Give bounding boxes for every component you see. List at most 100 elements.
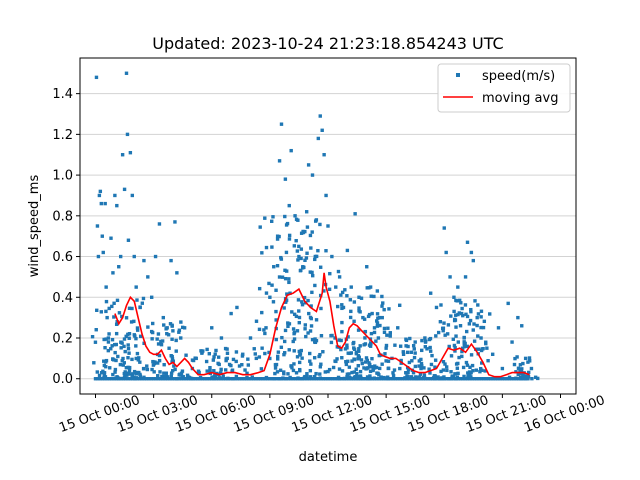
- scatter-point: [318, 352, 322, 357]
- scatter-point: [137, 356, 141, 360]
- scatter-point: [165, 377, 170, 381]
- scatter-point: [526, 374, 530, 378]
- scatter-point: [500, 366, 505, 371]
- scatter-point: [298, 377, 302, 381]
- scatter-point: [109, 236, 113, 240]
- scatter-point: [374, 365, 379, 370]
- scatter-point: [246, 363, 251, 367]
- scatter-point: [465, 363, 470, 367]
- scatter-point: [442, 321, 446, 325]
- y-axis-label: wind_speed_ms: [27, 175, 42, 278]
- scatter-point: [356, 328, 361, 332]
- scatter-point: [430, 377, 435, 381]
- scatter-point: [345, 248, 350, 253]
- scatter-point: [275, 377, 279, 381]
- scatter-point: [161, 315, 166, 320]
- scatter-point: [370, 377, 374, 381]
- scatter-point: [398, 303, 402, 307]
- scatter-point: [213, 352, 217, 356]
- scatter-point: [278, 368, 283, 372]
- scatter-point: [179, 320, 183, 324]
- scatter-point: [382, 377, 386, 381]
- scatter-point: [359, 296, 364, 300]
- scatter-point: [99, 310, 104, 314]
- scatter-point: [126, 343, 130, 347]
- scatter-point: [430, 353, 434, 358]
- scatter-point: [102, 359, 106, 363]
- scatter-point: [354, 367, 358, 371]
- scatter-point: [106, 348, 111, 353]
- scatter-point: [121, 356, 125, 361]
- scatter-point: [303, 327, 307, 331]
- scatter-point: [293, 377, 298, 381]
- scatter-point: [387, 307, 391, 311]
- scatter-point: [92, 361, 96, 365]
- scatter-point: [112, 358, 116, 362]
- scatter-point: [509, 377, 514, 381]
- scatter-point: [342, 377, 346, 381]
- scatter-point: [372, 377, 377, 381]
- scatter-point: [324, 193, 328, 198]
- scatter-point: [453, 349, 457, 353]
- scatter-point: [480, 361, 484, 365]
- scatter-point: [270, 219, 274, 223]
- scatter-point: [149, 377, 153, 381]
- scatter-point: [151, 359, 155, 364]
- scatter-point: [105, 315, 109, 320]
- scatter-point: [423, 340, 428, 344]
- scatter-point: [234, 359, 238, 364]
- scatter-point: [304, 256, 309, 260]
- scatter-point: [246, 357, 250, 361]
- scatter-point: [307, 377, 312, 381]
- scatter-point: [149, 295, 154, 299]
- scatter-point: [156, 374, 160, 378]
- y-tick-label: 0.6: [52, 250, 73, 265]
- scatter-point: [318, 265, 323, 269]
- scatter-point: [479, 325, 483, 330]
- scatter-point: [454, 362, 459, 366]
- scatter-point: [159, 342, 164, 347]
- scatter-point: [434, 305, 439, 310]
- scatter-point: [117, 311, 122, 315]
- scatter-point: [104, 360, 108, 364]
- scatter-point: [124, 377, 128, 381]
- scatter-point: [289, 377, 293, 381]
- scatter-point: [468, 318, 473, 323]
- scatter-point: [179, 373, 183, 377]
- scatter-point: [347, 377, 351, 381]
- scatter-point: [518, 363, 523, 367]
- scatter-point: [456, 377, 460, 381]
- scatter-point: [272, 265, 276, 269]
- scatter-point: [465, 240, 470, 244]
- scatter-point: [428, 377, 432, 381]
- scatter-point: [216, 355, 221, 359]
- scatter-point: [292, 312, 297, 317]
- scatter-point: [382, 330, 387, 335]
- scatter-point: [356, 363, 360, 368]
- scatter-point: [512, 362, 517, 367]
- scatter-point: [368, 285, 373, 289]
- scatter-point: [398, 377, 402, 381]
- scatter-point: [114, 342, 118, 347]
- scatter-point: [375, 377, 379, 381]
- scatter-point: [175, 271, 179, 275]
- scatter-point: [273, 371, 277, 376]
- scatter-point: [191, 377, 195, 381]
- scatter-point: [295, 329, 300, 333]
- scatter-point: [314, 318, 319, 322]
- scatter-point: [366, 314, 371, 319]
- scatter-point: [469, 307, 473, 312]
- scatter-point: [169, 374, 173, 378]
- scatter-point: [100, 377, 105, 381]
- scatter-point: [156, 342, 161, 346]
- scatter-point: [440, 326, 445, 331]
- scatter-point: [516, 372, 520, 377]
- scatter-point: [114, 377, 119, 381]
- scatter-point: [95, 370, 99, 374]
- scatter-point: [194, 356, 198, 361]
- scatter-point: [372, 366, 377, 370]
- scatter-point: [334, 359, 338, 364]
- scatter-point: [289, 148, 293, 153]
- scatter-point: [102, 372, 107, 377]
- y-tick-label: 0.8: [52, 209, 73, 224]
